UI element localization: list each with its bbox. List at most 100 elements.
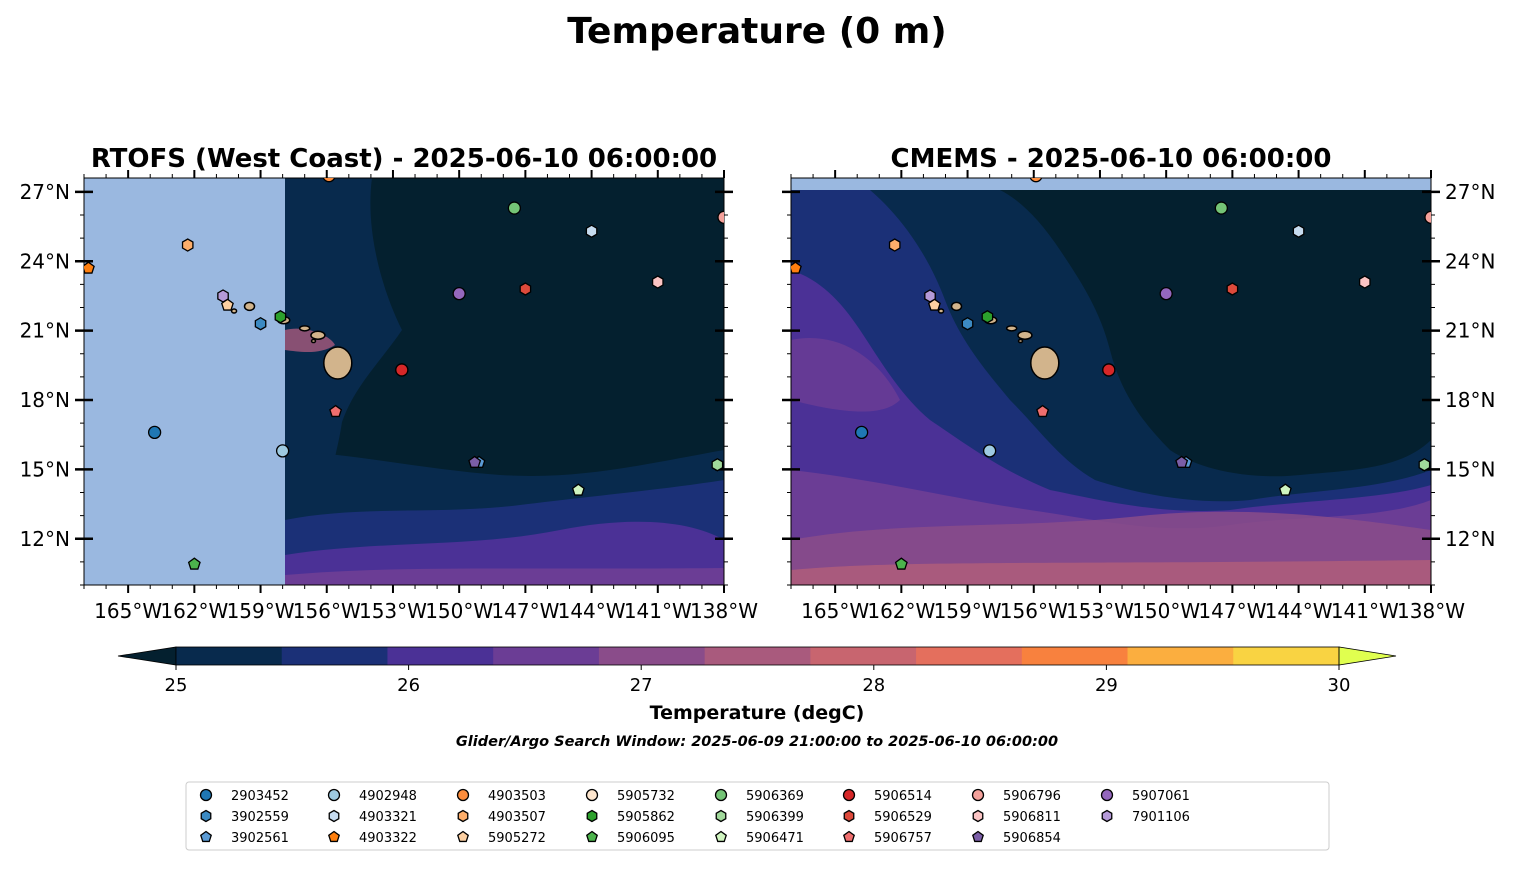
float-marker-7901106 bbox=[217, 289, 229, 303]
ytick-label: 27°N bbox=[1445, 180, 1495, 204]
legend-marker bbox=[457, 830, 469, 843]
ytick-label: 12°N bbox=[20, 527, 70, 551]
colorbar-tick-label: 28 bbox=[862, 675, 885, 696]
float-marker-4903507 bbox=[888, 238, 901, 252]
float-markers-cmems bbox=[791, 178, 1431, 570]
ytick-label: 24°N bbox=[20, 249, 70, 273]
xtick-label: 138°W bbox=[1397, 599, 1465, 623]
float-marker-5906529 bbox=[1226, 282, 1239, 296]
legend-marker bbox=[200, 830, 212, 843]
legend-marker bbox=[1101, 809, 1113, 823]
ytick-label: 24°N bbox=[1445, 249, 1495, 273]
legend-marker bbox=[327, 788, 341, 802]
xtick-label: 144°W bbox=[1265, 599, 1333, 623]
xtick-label: 162°W bbox=[867, 599, 935, 623]
xtick-label: 138°W bbox=[690, 599, 758, 623]
float-marker-2903452 bbox=[854, 425, 869, 440]
ytick-label: 15°N bbox=[1445, 457, 1495, 481]
island bbox=[950, 301, 963, 312]
float-marker-5907061 bbox=[1159, 286, 1173, 301]
colorbar-tick-label: 30 bbox=[1328, 675, 1351, 696]
ytick-label: 21°N bbox=[20, 319, 70, 343]
legend-entry: 2903452 bbox=[231, 789, 289, 804]
legend-marker bbox=[328, 830, 340, 843]
xtick-label: 156°W bbox=[293, 599, 361, 623]
legend-entry: 5907061 bbox=[1132, 789, 1190, 804]
island bbox=[937, 308, 945, 314]
map-cmems bbox=[791, 178, 1431, 585]
colorbar-bin bbox=[176, 647, 283, 665]
xtick-label: 150°W bbox=[425, 599, 493, 623]
legend-entry: 4903503 bbox=[488, 789, 546, 804]
float-marker-5906471 bbox=[1278, 483, 1292, 496]
legend-marker bbox=[328, 809, 340, 823]
legend-marker bbox=[586, 809, 598, 823]
axis-ticks-rtofs: 165°W162°W159°W156°W153°W150°W147°W144°W… bbox=[20, 170, 758, 623]
temperature-field bbox=[791, 190, 1431, 585]
legend-entry: 5906757 bbox=[874, 831, 932, 846]
colorbar-bin bbox=[598, 647, 706, 665]
colorbar-bin bbox=[281, 647, 388, 665]
legend-marker bbox=[456, 788, 470, 802]
legend-entry: 5905862 bbox=[617, 810, 675, 825]
colorbar-bin bbox=[704, 647, 811, 665]
float-marker-5906854 bbox=[1175, 455, 1189, 468]
xtick-label: 159°W bbox=[227, 599, 295, 623]
float-marker-4903322 bbox=[84, 261, 95, 274]
island bbox=[1005, 325, 1018, 332]
nodata-band bbox=[791, 178, 1431, 190]
island bbox=[1017, 330, 1033, 340]
legend-marker bbox=[972, 830, 984, 843]
legend-entry: 3902559 bbox=[231, 810, 289, 825]
float-marker-3902559 bbox=[961, 316, 974, 331]
float-marker-5906095 bbox=[187, 557, 201, 570]
legend-marker bbox=[971, 788, 985, 802]
float-marker-5906471 bbox=[571, 483, 585, 496]
island bbox=[1030, 346, 1060, 380]
ytick-label: 15°N bbox=[20, 457, 70, 481]
legend-marker bbox=[842, 788, 856, 802]
legend-entry: 5906854 bbox=[1003, 831, 1061, 846]
legend-marker bbox=[843, 809, 855, 823]
island bbox=[310, 338, 317, 344]
float-marker-5906796 bbox=[717, 210, 724, 224]
xtick-label: 159°W bbox=[934, 599, 1002, 623]
xtick-label: 150°W bbox=[1132, 599, 1200, 623]
ytick-label: 18°N bbox=[20, 388, 70, 412]
xtick-label: 165°W bbox=[801, 599, 869, 623]
legend-entry: 5906811 bbox=[1003, 810, 1061, 825]
island bbox=[298, 325, 311, 332]
legend-marker bbox=[457, 809, 469, 823]
colorbar-bin bbox=[493, 647, 600, 665]
float-marker-4903503 bbox=[322, 178, 336, 183]
float-marker-7901106 bbox=[924, 289, 936, 303]
float-marker-5907061 bbox=[452, 286, 466, 301]
legend-entry: 4903507 bbox=[488, 810, 546, 825]
colorbar-tick-label: 26 bbox=[397, 675, 420, 696]
float-marker-5906369 bbox=[1214, 201, 1228, 215]
colorbar-bin bbox=[810, 647, 917, 665]
axes-frame-rtofs bbox=[83, 177, 725, 586]
legend-entry: 7901106 bbox=[1132, 810, 1190, 825]
legend-marker bbox=[585, 788, 599, 802]
xtick-label: 153°W bbox=[359, 599, 427, 623]
xtick-label: 153°W bbox=[1066, 599, 1134, 623]
legend-entry: 3902561 bbox=[231, 831, 289, 846]
float-marker-4903321 bbox=[585, 224, 598, 238]
float-marker-5906095 bbox=[894, 557, 908, 570]
panel-cmems: CMEMS - 2025-06-10 06:00:00 165°W162°W15… bbox=[782, 144, 1495, 623]
xtick-label: 141°W bbox=[624, 599, 692, 623]
search-window-note: Glider/Argo Search Window: 2025-06-09 21… bbox=[456, 734, 1058, 750]
float-marker-4903322 bbox=[791, 261, 802, 274]
island bbox=[323, 346, 353, 380]
legend-entry: 4902948 bbox=[359, 789, 417, 804]
map-rtofs bbox=[84, 178, 724, 585]
legend-entry: 5906796 bbox=[1003, 789, 1061, 804]
colorbar-extend-high bbox=[1338, 646, 1397, 666]
xtick-label: 144°W bbox=[558, 599, 626, 623]
float-marker-5906811 bbox=[1358, 275, 1371, 289]
float-marker-5906399 bbox=[711, 457, 724, 472]
xtick-label: 156°W bbox=[1000, 599, 1068, 623]
float-marker-3902559 bbox=[254, 316, 267, 331]
legend: 2903452 3902559 3902561 4902948 4903321 49033… bbox=[185, 781, 1330, 851]
